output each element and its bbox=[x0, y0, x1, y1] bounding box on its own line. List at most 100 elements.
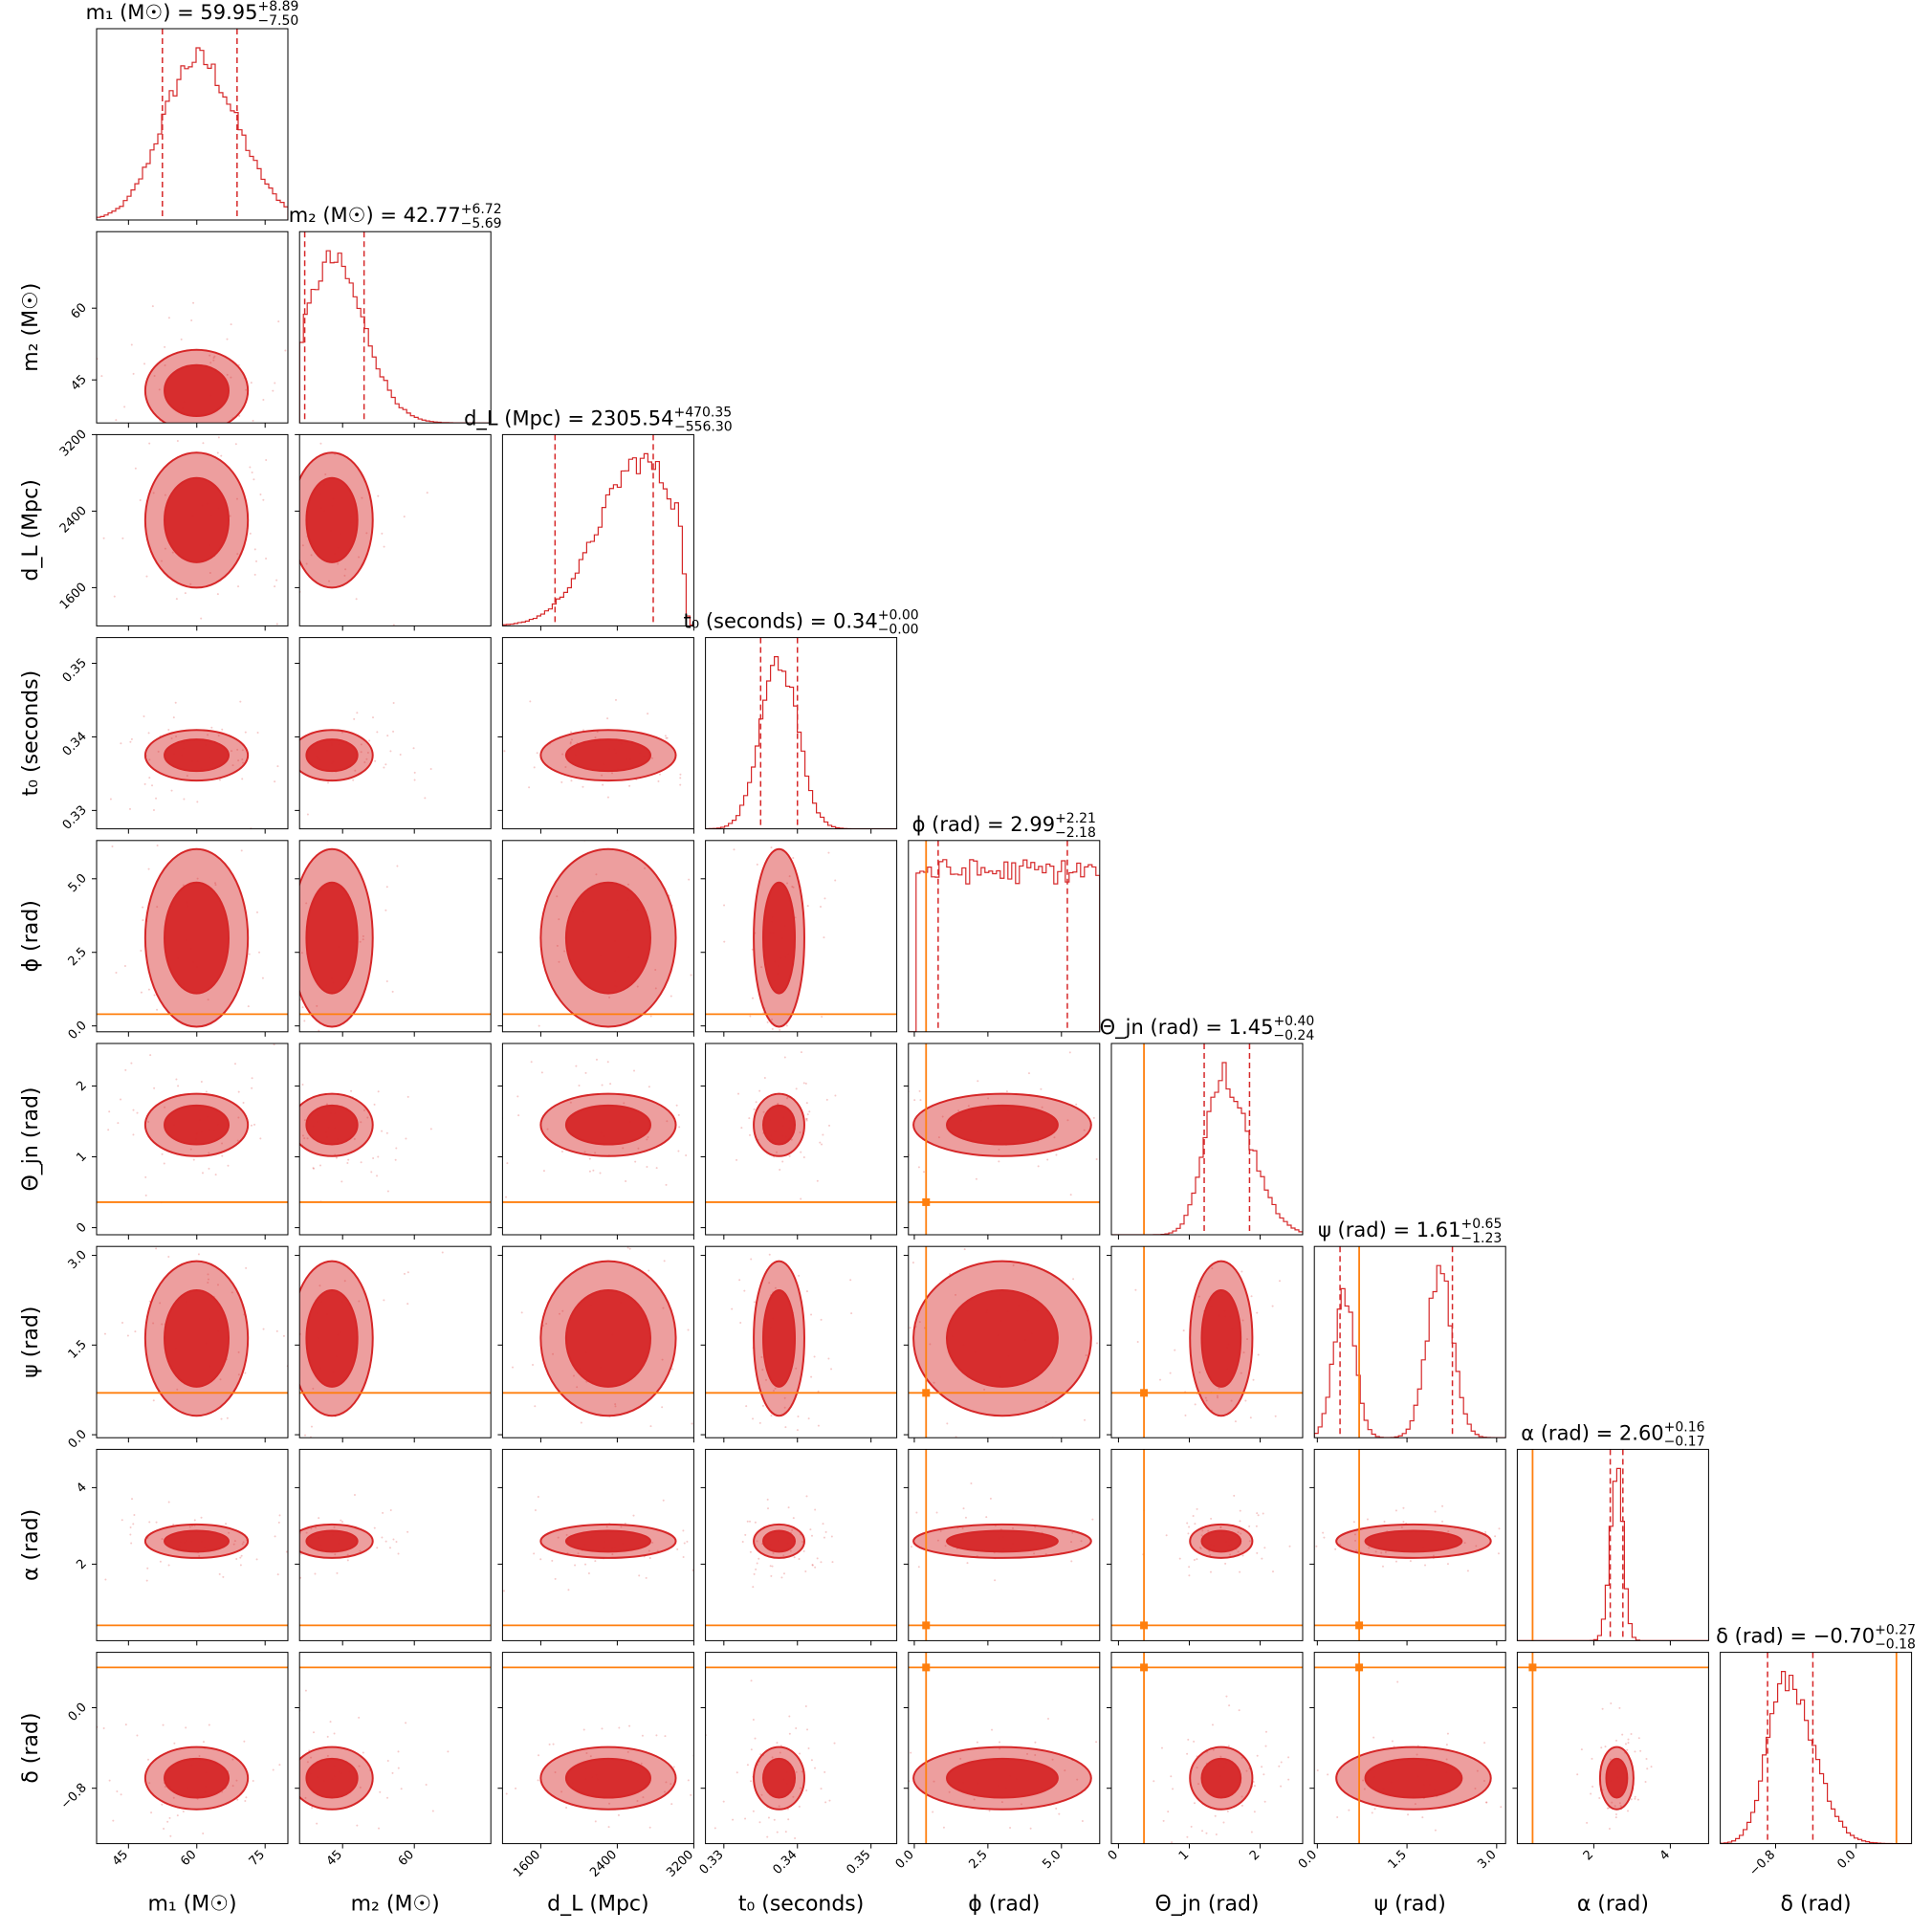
histogram-m1 bbox=[97, 47, 288, 220]
panel-frame bbox=[705, 637, 898, 830]
panel-phi-m2 bbox=[295, 840, 492, 1037]
title-alpha: α (rad) = 2.60+0.16 −0.17 bbox=[1521, 1419, 1704, 1449]
histogram-alpha bbox=[1517, 1467, 1709, 1641]
truth-marker bbox=[1355, 1663, 1364, 1672]
contour-inner bbox=[564, 1757, 651, 1799]
y-tick-label: 4 bbox=[74, 1481, 89, 1496]
title-dL: d_L (Mpc) = 2305.54+470.35 −556.30 bbox=[464, 405, 733, 434]
panel-frame bbox=[298, 1043, 492, 1236]
histogram-theta bbox=[1111, 1062, 1303, 1235]
x-tick-label: 2400 bbox=[587, 1848, 620, 1880]
contour-inner bbox=[305, 738, 359, 773]
panel-frame bbox=[1110, 1245, 1304, 1438]
panel-frame bbox=[96, 1448, 289, 1641]
panel-delta-m2: 45 60 m₂ (M☉) bbox=[295, 1652, 492, 1917]
panel-psi-psi: ψ (rad) = 1.61+0.65 −1.23 bbox=[1313, 1217, 1506, 1443]
x-tick-label: 2.5 bbox=[966, 1848, 990, 1872]
panel-alpha-t0 bbox=[700, 1448, 898, 1646]
panel-frame bbox=[1313, 1245, 1506, 1438]
y-tick-label: −0.8 bbox=[58, 1781, 90, 1812]
x-tick-label: 2 bbox=[1581, 1848, 1596, 1863]
contour-inner bbox=[564, 1104, 651, 1146]
histogram-t0 bbox=[705, 656, 897, 829]
panel-frame bbox=[96, 637, 289, 830]
panel-phi-t0 bbox=[700, 840, 898, 1037]
contour-inner bbox=[762, 1757, 797, 1799]
panel-frame bbox=[1110, 1448, 1304, 1641]
panel-t0-t0: t₀ (seconds) = 0.34+0.00 −0.00 bbox=[684, 608, 919, 834]
y-tick-label: 3200 bbox=[57, 428, 90, 460]
panel-dL-m2 bbox=[295, 433, 492, 631]
panel-frame bbox=[298, 231, 492, 424]
panel-alpha-alpha: α (rad) = 2.60+0.16 −0.17 bbox=[1516, 1419, 1709, 1646]
panel-alpha-m2 bbox=[295, 1448, 492, 1646]
panel-theta-m1: 0 1 2 Θ_jn (rad) bbox=[19, 1043, 289, 1240]
title-psi: ψ (rad) = 1.61+0.65 −1.23 bbox=[1318, 1217, 1502, 1246]
panel-frame bbox=[908, 1043, 1101, 1236]
contour-inner bbox=[564, 1289, 651, 1388]
panel-alpha-dL bbox=[497, 1448, 694, 1646]
contour-inner bbox=[164, 476, 231, 563]
y-tick-label: 1 bbox=[74, 1150, 89, 1165]
panel-frame bbox=[501, 840, 694, 1033]
x-axis-label-t0: t₀ (seconds) bbox=[738, 1893, 865, 1917]
histogram-m2 bbox=[299, 250, 492, 424]
x-tick-label: 75 bbox=[247, 1848, 268, 1869]
panel-t0-m2 bbox=[295, 637, 492, 834]
panel-alpha-m1: 2 4 α (rad) bbox=[19, 1448, 289, 1646]
panel-theta-phi bbox=[903, 1043, 1101, 1240]
y-tick-label: 1.5 bbox=[66, 1338, 90, 1362]
panel-frame bbox=[705, 1448, 898, 1641]
panel-theta-theta: Θ_jn (rad) = 1.45+0.40 −0.24 bbox=[1100, 1014, 1314, 1240]
y-tick-label: 0 bbox=[74, 1220, 89, 1236]
x-axis-label-m2: m₂ (M☉) bbox=[351, 1893, 440, 1917]
truth-marker bbox=[1140, 1621, 1149, 1630]
truth-marker bbox=[922, 1621, 931, 1630]
truth-marker bbox=[1140, 1663, 1149, 1672]
contour-inner bbox=[946, 1289, 1059, 1388]
x-tick-label: 0.35 bbox=[844, 1848, 873, 1877]
panel-frame bbox=[1516, 1448, 1709, 1641]
panel-frame bbox=[908, 840, 1101, 1033]
title-phi: ϕ (rad) = 2.99+2.21 −2.18 bbox=[912, 811, 1096, 841]
panel-phi-dL bbox=[497, 840, 694, 1037]
x-axis-label-delta: δ (rad) bbox=[1781, 1893, 1852, 1917]
x-tick-label: 0.0 bbox=[1834, 1848, 1858, 1872]
x-tick-label: 1.5 bbox=[1386, 1848, 1410, 1872]
panel-dL-dL: d_L (Mpc) = 2305.54+470.35 −556.30 bbox=[464, 405, 733, 631]
contour-inner bbox=[946, 1757, 1059, 1799]
panel-frame bbox=[96, 231, 289, 424]
panel-frame bbox=[298, 1245, 492, 1438]
y-axis-label-m2: m₂ (M☉) bbox=[19, 283, 43, 372]
x-tick-label: 2 bbox=[1247, 1848, 1262, 1863]
x-tick-label: 5.0 bbox=[1040, 1848, 1064, 1872]
panel-frame bbox=[501, 1245, 694, 1438]
panel-frame bbox=[705, 1245, 898, 1438]
panel-t0-dL bbox=[497, 637, 694, 834]
contour-inner bbox=[564, 738, 651, 773]
title-t0: t₀ (seconds) = 0.34+0.00 −0.00 bbox=[684, 608, 919, 638]
x-tick-label: 60 bbox=[396, 1848, 417, 1869]
panel-frame bbox=[501, 433, 694, 626]
panel-delta-dL: 1600 2400 3200 d_L (Mpc) bbox=[497, 1652, 696, 1917]
panel-frame bbox=[705, 1043, 898, 1236]
panel-frame bbox=[298, 1448, 492, 1641]
truth-marker bbox=[922, 1663, 931, 1672]
contour-inner bbox=[762, 1529, 797, 1553]
x-axis-label-m1: m₁ (M☉) bbox=[147, 1893, 236, 1917]
x-axis-label-dL: d_L (Mpc) bbox=[547, 1893, 648, 1917]
panel-delta-t0: 0.33 0.34 0.35 t₀ (seconds) bbox=[697, 1652, 898, 1917]
contour-inner bbox=[164, 1289, 231, 1388]
panel-frame bbox=[501, 1652, 694, 1845]
panel-frame bbox=[705, 1652, 898, 1845]
panel-m2-m2: m₂ (M☉) = 42.77+6.72 −5.69 bbox=[289, 202, 502, 428]
contour-inner bbox=[946, 1529, 1059, 1553]
panel-phi-m1: 0.0 2.5 5.0 ϕ (rad) bbox=[19, 840, 289, 1043]
panel-frame bbox=[1720, 1652, 1913, 1845]
y-axis-label-alpha: α (rad) bbox=[19, 1509, 43, 1581]
y-tick-label: 0.33 bbox=[60, 803, 90, 833]
x-tick-label: 0.0 bbox=[893, 1848, 917, 1872]
title-m1: m₁ (M☉) = 59.95+8.89 −7.50 bbox=[86, 0, 299, 29]
panel-frame bbox=[96, 1652, 289, 1845]
